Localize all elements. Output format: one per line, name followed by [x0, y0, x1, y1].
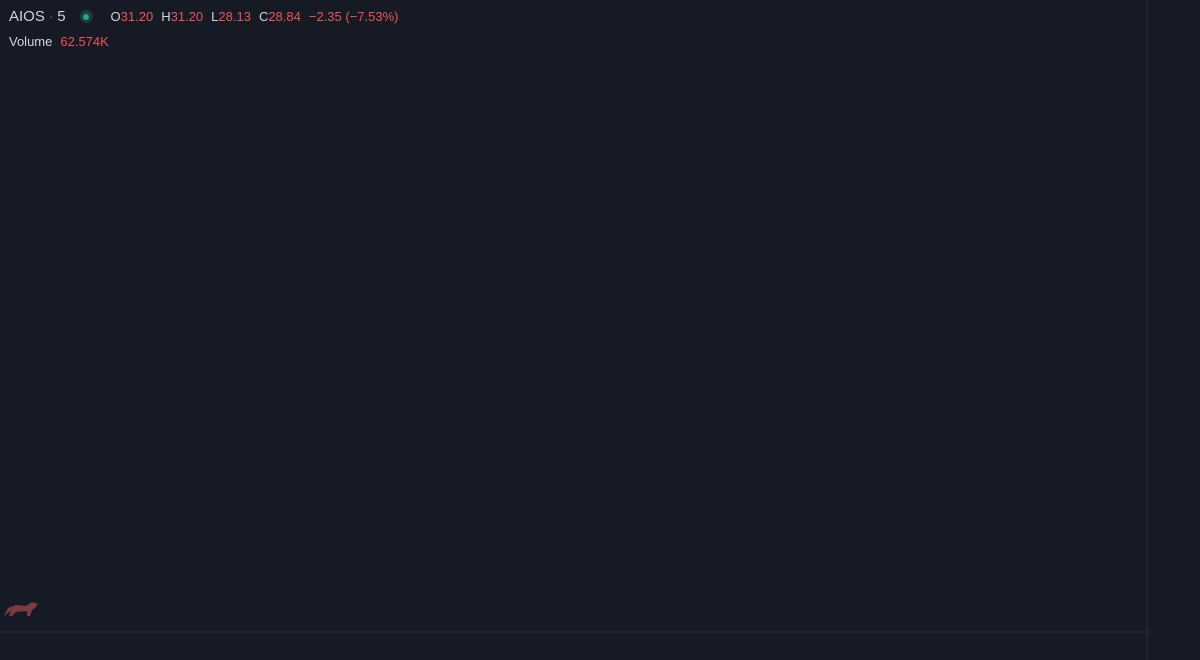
volume-legend: Volume 62.574K — [9, 34, 109, 49]
logo-bull — [4, 602, 38, 616]
ohlc-label: C — [258, 9, 269, 24]
volume-value: 62.574K — [60, 34, 109, 49]
legend-header: AIOS · 5 O31.20 H31.20 L28.13 C28.84 −2.35 … — [9, 8, 399, 25]
ohlc-value: 31.20 — [120, 9, 154, 24]
status-dot — [79, 10, 93, 23]
ohlc-label: O — [110, 9, 121, 24]
axes — [0, 0, 1148, 660]
ohlc: O31.20 H31.20 L28.13 C28.84 — [111, 9, 301, 24]
volume-label: Volume — [9, 34, 53, 49]
ohlc-label: H — [161, 9, 171, 24]
ohlc-value: 28.13 — [218, 9, 251, 24]
separator: · — [48, 9, 54, 24]
ohlc-value: 28.84 — [268, 9, 301, 24]
ohlc-value: 31.20 — [170, 9, 204, 24]
symbol: AIOS — [9, 8, 45, 25]
ohlc-item: L28.13 — [211, 9, 251, 24]
ohlc-label: L — [211, 9, 219, 24]
ohlc-item: H31.20 — [161, 9, 203, 24]
ohlc-item: O31.20 — [111, 9, 154, 24]
change: −2.35 (−7.53%) — [308, 9, 399, 24]
interval: 5 — [57, 8, 66, 25]
ohlc-item: C28.84 — [259, 9, 301, 24]
logo — [4, 602, 38, 616]
